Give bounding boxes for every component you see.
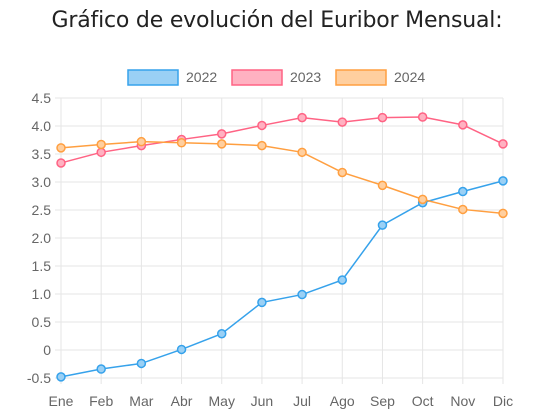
x-tick-label: Ene: [49, 393, 74, 409]
legend-swatch-2022: [127, 69, 179, 86]
legend-label: 2024: [394, 69, 425, 85]
data-point-2022[interactable]: [176, 344, 187, 355]
y-axis: 4.5 4.0 3.5 3.0 2.5 2.0 1.5 1.0 0.5 0 -0.5: [27, 90, 51, 386]
chart-grid: [55, 97, 504, 384]
data-point-2023[interactable]: [337, 117, 348, 127]
y-tick-label: 2.5: [32, 202, 52, 218]
x-axis: Ene Feb Mar Abr May Jun Jul Ago Sep Oct Nov Dic: [49, 393, 514, 409]
data-point-2022[interactable]: [297, 289, 307, 300]
legend-swatch-2023: [231, 69, 283, 86]
legend-item-2024[interactable]: 2024: [335, 69, 425, 86]
x-tick-label: Feb: [89, 393, 113, 409]
data-point-2024[interactable]: [176, 138, 187, 148]
data-point-2022[interactable]: [136, 358, 147, 369]
legend-item-2023[interactable]: 2023: [231, 69, 321, 86]
data-point-2024[interactable]: [498, 208, 508, 219]
y-tick-label: -0.5: [27, 370, 51, 386]
data-point-2023[interactable]: [56, 158, 66, 168]
data-point-2024[interactable]: [337, 167, 348, 178]
data-point-2023[interactable]: [216, 129, 227, 139]
data-point-2024[interactable]: [216, 139, 227, 149]
y-tick-label: 4.0: [32, 118, 52, 134]
data-point-2022[interactable]: [56, 372, 66, 382]
data-point-2024[interactable]: [56, 143, 66, 153]
chart-title: Gráfico de evolución del Euribor Mensual…: [51, 8, 503, 33]
legend-label: 2022: [186, 69, 217, 85]
x-tick-label: Nov: [450, 393, 475, 409]
x-tick-label: Abr: [171, 393, 193, 409]
data-point-2022[interactable]: [498, 176, 508, 186]
data-point-2022[interactable]: [458, 186, 468, 197]
y-tick-label: 3.5: [32, 146, 52, 162]
y-tick-label: 1.0: [32, 286, 52, 302]
data-point-2023[interactable]: [96, 147, 106, 158]
data-point-2022[interactable]: [337, 275, 348, 285]
legend-label: 2023: [290, 69, 321, 85]
data-point-2023[interactable]: [498, 139, 508, 149]
data-point-2022[interactable]: [377, 220, 388, 230]
x-tick-label: Mar: [129, 393, 153, 409]
data-point-2024[interactable]: [96, 139, 106, 150]
y-tick-label: 0: [43, 342, 51, 358]
data-point-2022[interactable]: [96, 364, 106, 374]
data-point-2022[interactable]: [216, 329, 227, 339]
x-tick-label: Ago: [330, 393, 355, 409]
data-point-2022[interactable]: [257, 297, 267, 308]
data-point-2023[interactable]: [297, 112, 307, 123]
x-tick-label: Jul: [293, 393, 311, 409]
x-tick-label: Jun: [251, 393, 274, 409]
data-point-2023[interactable]: [458, 120, 468, 130]
data-point-2023[interactable]: [257, 120, 267, 131]
series-points[interactable]: [56, 112, 508, 382]
legend-item-2022[interactable]: 2022: [127, 69, 217, 86]
series-line-2023: [60, 116, 504, 164]
data-point-2023[interactable]: [377, 112, 388, 123]
x-tick-label: Oct: [412, 393, 434, 409]
data-point-2024[interactable]: [458, 204, 468, 215]
y-tick-label: 0.5: [32, 314, 52, 330]
series-lines: [60, 116, 504, 378]
x-tick-label: Dic: [493, 393, 513, 409]
y-tick-label: 2.0: [32, 230, 52, 246]
y-tick-label: 1.5: [32, 258, 52, 274]
data-point-2024[interactable]: [136, 136, 147, 147]
data-point-2023[interactable]: [417, 112, 428, 122]
series-line-2024: [60, 140, 504, 215]
data-point-2024[interactable]: [377, 180, 388, 191]
data-point-2024[interactable]: [297, 147, 307, 158]
y-tick-label: 3.0: [32, 174, 52, 190]
x-tick-label: Sep: [370, 393, 395, 409]
chart-legend[interactable]: 2022 2023 2024: [127, 69, 425, 86]
legend-swatch-2024: [335, 69, 387, 86]
y-tick-label: 4.5: [32, 90, 52, 106]
x-tick-label: May: [209, 393, 235, 409]
data-point-2024[interactable]: [417, 194, 428, 205]
data-point-2024[interactable]: [257, 140, 267, 151]
